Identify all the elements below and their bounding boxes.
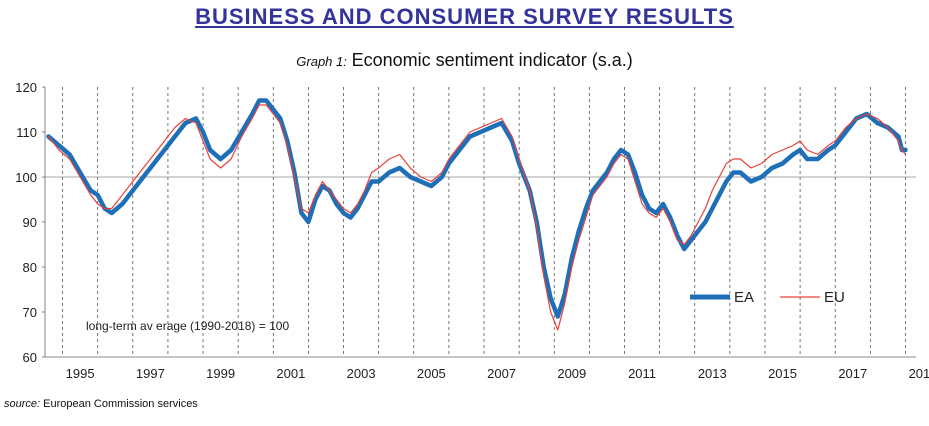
legend-label-eu: EU <box>824 289 845 306</box>
graph-title: Economic sentiment indicator (s.a.) <box>351 50 633 70</box>
x-tick-label: 2001 <box>276 366 305 381</box>
graph-heading: Graph 1: Economic sentiment indicator (s… <box>0 50 929 71</box>
y-tick-label: 120 <box>15 80 37 95</box>
x-tick-label: 2015 <box>768 366 797 381</box>
graph-label: Graph 1: <box>296 54 347 69</box>
chart-legend: EA EU <box>690 289 845 306</box>
x-tick-label: 1997 <box>136 366 165 381</box>
source-text: European Commission services <box>43 398 198 410</box>
y-tick-label: 90 <box>23 215 37 230</box>
x-tick-label: 2017 <box>838 366 867 381</box>
y-tick-label: 100 <box>15 170 37 185</box>
chart-axes: 60 70 80 90 100 110 120 1995 1997 1999 2001 2003 200… <box>15 80 929 381</box>
long-term-average-note: long-term av erage (1990-2018) = 100 <box>86 319 289 333</box>
x-tick-label: 2009 <box>557 366 586 381</box>
legend-label-ea: EA <box>734 289 754 306</box>
x-tick-label: 1995 <box>66 366 95 381</box>
chart-series <box>46 98 908 331</box>
x-tick-label: 1999 <box>206 366 235 381</box>
banner-title: BUSINESS AND CONSUMER SURVEY RESULTS <box>0 4 929 30</box>
series-line-eu <box>47 104 907 331</box>
source-label: source: <box>4 398 41 410</box>
y-tick-label: 80 <box>23 260 37 275</box>
y-tick-label: 70 <box>23 305 37 320</box>
x-tick-label: 2005 <box>417 366 446 381</box>
banner-title-text: BUSINESS AND CONSUMER SURVEY RESULTS <box>195 4 734 29</box>
y-tick-label: 60 <box>23 350 37 365</box>
x-tick-label: 2013 <box>698 366 727 381</box>
x-tick-label: 2011 <box>628 366 656 381</box>
series-line-ea <box>46 98 908 319</box>
x-tick-label: 2003 <box>347 366 376 381</box>
x-tick-label: 2007 <box>487 366 516 381</box>
source-note: source: European Commission services <box>4 398 198 410</box>
y-tick-label: 110 <box>16 125 37 140</box>
